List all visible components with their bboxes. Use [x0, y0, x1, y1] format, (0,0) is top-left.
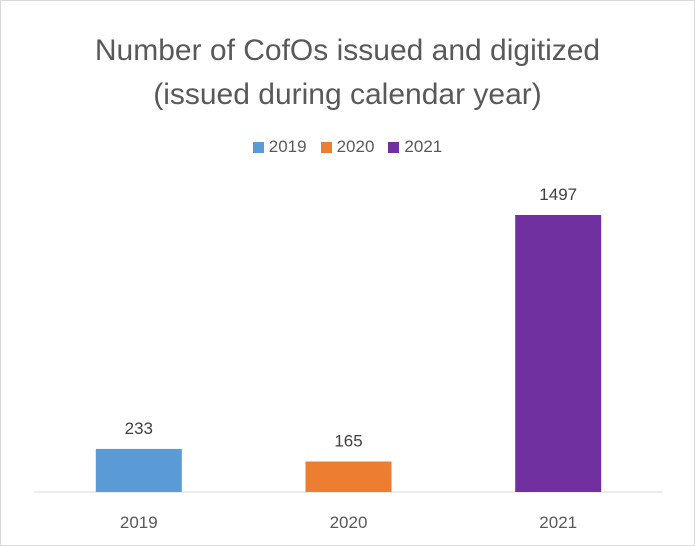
chart-title-line-1: Number of CofOs issued and digitized [94, 34, 601, 67]
data-label-2020: 165 [334, 432, 362, 451]
data-label-2021: 1497 [539, 185, 577, 204]
bar-2021 [515, 215, 602, 492]
x-tick-label-2020: 2020 [330, 513, 368, 532]
legend-swatch-2019 [252, 141, 264, 153]
data-label-2019: 233 [125, 419, 153, 438]
chart-title: Number of CofOs issued and digitized (is… [1, 29, 694, 117]
legend-swatch-2020 [320, 141, 332, 153]
legend-label-2019: 2019 [268, 137, 307, 156]
legend-item-2020: 2020 [320, 137, 375, 157]
x-tick-label-2019: 2019 [120, 513, 158, 532]
legend-item-2021: 2021 [388, 137, 442, 157]
bar-2020 [305, 461, 392, 492]
chart-legend: 2019 2020 2021 [1, 137, 694, 157]
legend-item-2019: 2019 [252, 137, 307, 157]
bar-2019 [95, 448, 182, 492]
legend-swatch-2021 [388, 141, 400, 153]
chart-title-line-2: (issued during calendar year) [153, 78, 542, 111]
legend-label-2020: 2020 [336, 137, 375, 156]
legend-label-2021: 2021 [404, 137, 443, 156]
x-tick-label-2021: 2021 [539, 513, 577, 532]
